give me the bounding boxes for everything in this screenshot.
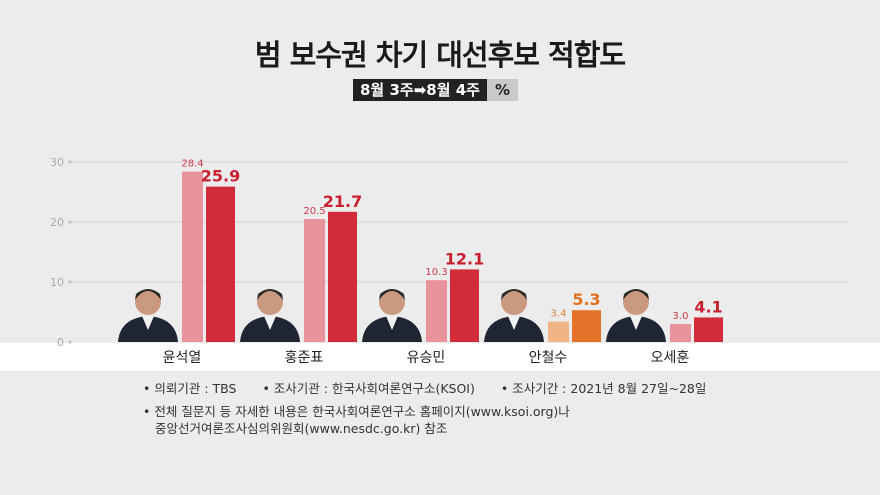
y-tick-label: 30 — [50, 156, 64, 169]
candidate-photo — [118, 289, 178, 342]
tick-dot — [68, 220, 72, 224]
bar-curr — [572, 310, 601, 342]
data-label-prev: 28.4 — [181, 159, 203, 170]
y-tick-label: 20 — [50, 216, 64, 229]
bar-curr — [206, 186, 235, 342]
y-tick-label: 10 — [50, 276, 64, 289]
bar-prev — [548, 321, 569, 342]
period-legend: 8월 3주➡8월 4주 % — [353, 79, 518, 101]
candidate-photo — [484, 289, 544, 342]
bar-curr — [694, 317, 723, 342]
tick-dot — [68, 340, 72, 344]
note-dates: • 조사기간 : 2021년 8월 27일~28일 — [500, 381, 707, 396]
bar-prev — [182, 171, 203, 342]
tick-dot — [68, 160, 72, 164]
note-detail-line2: 중앙선거여론조사심의위원회(www.nesdc.go.kr) 참조 — [155, 421, 448, 436]
category-label: 홍준표 — [285, 350, 324, 366]
bar-prev — [304, 219, 325, 342]
note-agency: • 조사기관 : 한국사회여론연구소(KSOI) — [262, 381, 475, 396]
survey-notes: • 의뢰기관 : TBS • 조사기관 : 한국사회여론연구소(KSOI) • … — [143, 380, 706, 437]
candidate-photo — [362, 289, 422, 342]
bar-curr — [450, 269, 479, 342]
data-label-curr: 21.7 — [323, 192, 362, 211]
data-label-prev: 10.3 — [425, 267, 447, 278]
unit-label: % — [486, 79, 518, 101]
tick-dot — [68, 280, 72, 284]
note-detail-line1: • 전체 질문지 등 자세한 내용은 한국사회여론연구소 홈페이지(www.ks… — [143, 404, 570, 419]
category-band — [0, 343, 880, 371]
candidate-photo — [606, 289, 666, 342]
bar-prev — [426, 280, 447, 342]
data-label-curr: 25.9 — [201, 167, 240, 186]
candidate-photo — [240, 289, 300, 342]
data-label-prev: 3.4 — [551, 309, 567, 320]
chart-title: 범 보수권 차기 대선후보 적합도 — [254, 38, 626, 72]
period-label: 8월 3주➡8월 4주 — [353, 79, 487, 101]
category-label: 안철수 — [529, 350, 568, 366]
category-label: 윤석열 — [163, 350, 202, 366]
category-label: 오세훈 — [651, 350, 690, 366]
bar-curr — [328, 211, 357, 342]
data-label-curr: 5.3 — [572, 290, 600, 309]
y-tick-label: 0 — [57, 336, 64, 349]
bar-prev — [670, 324, 691, 342]
note-requester: • 의뢰기관 : TBS — [143, 381, 237, 396]
data-label-prev: 20.5 — [303, 206, 325, 217]
data-label-curr: 4.1 — [694, 297, 722, 316]
data-label-curr: 12.1 — [445, 249, 484, 268]
category-label: 유승민 — [407, 350, 446, 366]
data-label-prev: 3.0 — [673, 311, 689, 322]
